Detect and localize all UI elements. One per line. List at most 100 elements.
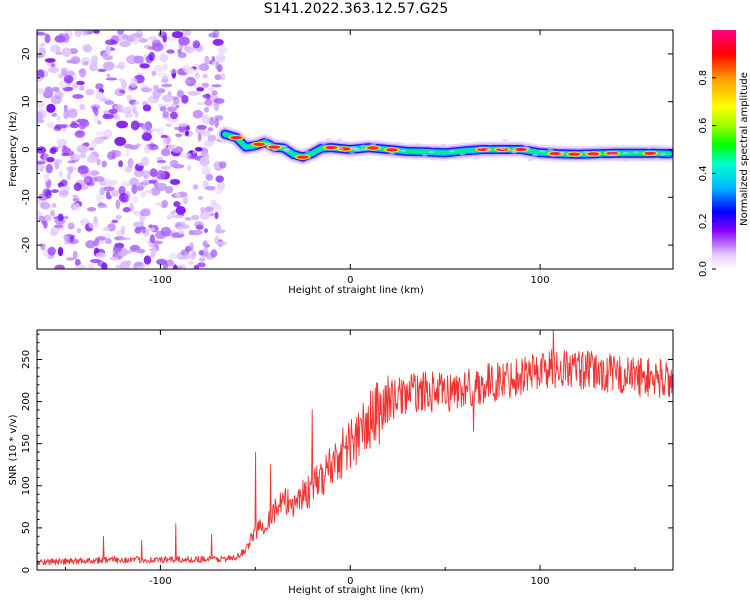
noise-blob — [153, 84, 160, 91]
figure-title: S141.2022.363.12.57.G25 — [264, 1, 449, 17]
noise-blob — [157, 103, 170, 107]
spectrogram-y-axis-label: Frequency (Hz) — [8, 111, 19, 187]
noise-blob — [162, 63, 168, 71]
trace-noise-blob — [336, 138, 343, 142]
noise-blob — [201, 82, 210, 88]
noise-blob — [108, 108, 119, 114]
snr-plot-area — [37, 330, 673, 570]
noise-blob — [156, 127, 165, 135]
noise-blob — [75, 259, 81, 267]
noise-blob — [153, 64, 163, 73]
noise-blob — [134, 110, 139, 119]
noise-blob — [79, 104, 86, 110]
noise-blob — [184, 217, 192, 221]
noise-blob — [73, 203, 80, 211]
trace-noise-blob — [473, 157, 480, 160]
noise-blob — [63, 75, 74, 84]
noise-blob — [111, 219, 119, 224]
noise-blob — [216, 181, 225, 191]
signal-hotspot-core — [268, 145, 281, 149]
noise-blob — [87, 154, 98, 164]
noise-blob — [162, 111, 170, 118]
snr-y-tick-label: 100 — [21, 476, 32, 495]
noise-blob — [57, 246, 64, 257]
noise-blob — [103, 61, 115, 71]
trace-noise-blob — [389, 152, 395, 155]
noise-blob — [189, 242, 194, 252]
trace-noise-blob — [489, 155, 496, 158]
spectrogram-y-tick-label: 20 — [21, 48, 32, 61]
noise-blob — [156, 159, 167, 164]
noise-blob — [147, 46, 155, 50]
snr-marks — [37, 330, 673, 566]
noise-blob — [135, 249, 146, 254]
noise-blob — [38, 215, 45, 222]
spectrogram-x-axis-label: Height of straight line (km) — [288, 285, 424, 296]
noise-blob — [161, 83, 173, 88]
trace-noise-blob — [646, 158, 653, 161]
trace-noise-blob — [559, 151, 565, 154]
trace-noise-blob — [349, 152, 356, 155]
spectrogram-x-tick-label: 0 — [347, 275, 353, 286]
spectrogram-noise-region — [37, 30, 228, 269]
noise-blob — [120, 106, 131, 113]
trace-noise-blob — [510, 149, 516, 152]
noise-blob — [93, 176, 105, 182]
colorbar: 0.0 0.2 0.4 0.6 0.8 Normalized spectral ampl… — [698, 30, 750, 277]
noise-blob — [125, 147, 130, 158]
noise-blob — [205, 173, 214, 181]
noise-blob — [144, 121, 153, 131]
noise-blob — [140, 170, 152, 178]
noise-blob — [110, 256, 119, 261]
trace-noise-blob — [303, 150, 309, 153]
trace-noise-blob — [582, 150, 589, 154]
noise-blob — [38, 47, 46, 57]
signal-hotspot-core — [325, 146, 338, 150]
noise-blob — [93, 30, 100, 34]
noise-blob — [116, 30, 125, 35]
noise-blob — [66, 70, 75, 77]
noise-blob — [143, 255, 152, 265]
noise-blob — [188, 260, 194, 266]
noise-blob — [143, 144, 151, 154]
trace-noise-blob — [320, 142, 327, 145]
noise-blob — [50, 209, 55, 217]
noise-blob — [121, 181, 131, 188]
noise-blob — [129, 103, 137, 109]
noise-blob — [135, 30, 143, 38]
noise-blob — [138, 38, 148, 43]
noise-blob — [184, 79, 191, 84]
noise-blob — [202, 73, 208, 79]
noise-blob — [176, 89, 184, 98]
signal-hotspot-core — [367, 146, 379, 150]
trace-noise-blob — [547, 148, 554, 151]
noise-blob — [209, 116, 215, 126]
trace-noise-blob — [654, 157, 661, 160]
noise-blob — [149, 128, 160, 132]
noise-blob — [44, 58, 56, 63]
noise-blob — [177, 122, 189, 128]
noise-blob — [67, 166, 73, 175]
noise-blob — [57, 145, 62, 149]
noise-blob — [124, 112, 134, 119]
trace-noise-blob — [622, 158, 629, 162]
signal-hotspot-core — [549, 152, 562, 156]
signal-hotspot-core — [386, 148, 398, 152]
noise-blob — [140, 215, 147, 222]
noise-blob — [105, 45, 111, 55]
noise-blob — [204, 56, 210, 65]
noise-blob — [162, 34, 167, 43]
noise-blob — [58, 170, 63, 178]
colorbar-tick-label: 0.0 — [698, 261, 709, 277]
noise-blob — [170, 111, 178, 120]
noise-blob — [156, 170, 166, 180]
trace-noise-blob — [511, 142, 518, 145]
noise-blob — [103, 129, 113, 139]
snr-series-line — [37, 330, 673, 566]
noise-blob — [161, 199, 169, 208]
noise-blob — [216, 53, 226, 63]
noise-blob — [186, 164, 192, 172]
noise-blob — [140, 191, 146, 198]
